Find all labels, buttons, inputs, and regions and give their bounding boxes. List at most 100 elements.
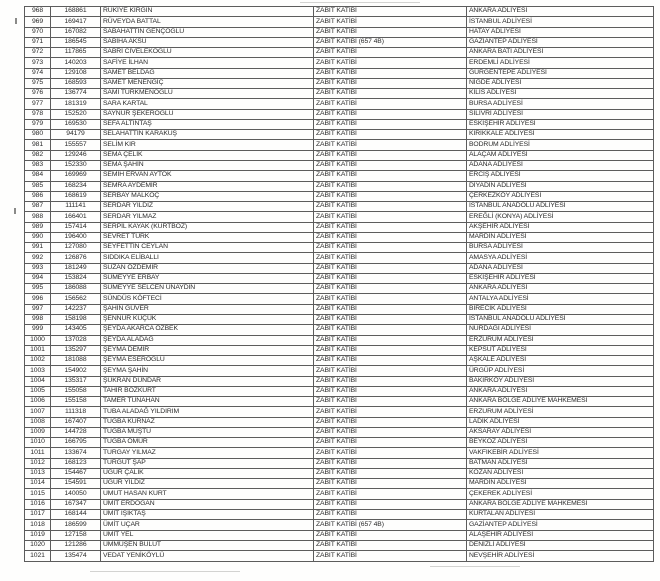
cell-row-number: 990 bbox=[24, 231, 51, 244]
cell-courthouse: ALAŞEHİR ADLİYESİ bbox=[466, 529, 654, 541]
cell-row-number: 998 bbox=[24, 313, 51, 326]
cell-registry-no: 196400 bbox=[50, 231, 101, 244]
cell-row-number: 977 bbox=[24, 98, 51, 110]
table-row: 1015 140050 UMUT HASAN KURT ZABIT KATİBİ… bbox=[24, 488, 654, 500]
cell-person-name: ÜMİT UÇAR bbox=[100, 519, 314, 531]
cell-registry-no: 186599 bbox=[50, 519, 101, 531]
cell-row-number: 991 bbox=[24, 242, 51, 254]
cell-job-title: ZABIT KATİBİ bbox=[313, 529, 467, 541]
cell-row-number: 987 bbox=[24, 201, 51, 213]
cell-row-number: 999 bbox=[24, 324, 51, 336]
cell-registry-no: 169969 bbox=[50, 170, 101, 182]
cell-person-name: SAMİ TÜRKMENOĞLU bbox=[100, 88, 314, 100]
cell-registry-no: 186545 bbox=[50, 36, 101, 49]
cell-job-title: ZABIT KATİBİ (657 4B) bbox=[313, 519, 467, 531]
cell-job-title: ZABIT KATİBİ bbox=[313, 26, 467, 38]
cell-row-number: 1002 bbox=[24, 355, 51, 367]
cell-courthouse: AKSARAY ADLİYESİ bbox=[466, 426, 654, 439]
cell-person-name: SEFA ALTINTAŞ bbox=[100, 118, 314, 131]
table-row: 1001 135297 ŞEYMA DEMİR ZABIT KATİBİ KEP… bbox=[24, 344, 654, 357]
cell-courthouse: ERZURUM ADLİYESİ bbox=[466, 334, 654, 346]
table-row: 1020 121286 ÜMMÜŞEN BULUT ZABIT KATİBİ D… bbox=[24, 539, 654, 552]
cell-person-name: SEMRA AYDEMİR bbox=[100, 180, 314, 192]
table-row: 977 181319 SARA KARTAL ZABIT KATİBİ BURS… bbox=[24, 98, 654, 110]
cell-courthouse: HATAY ADLİYESİ bbox=[466, 26, 654, 38]
cell-row-number: 970 bbox=[24, 26, 51, 38]
cell-registry-no: 129108 bbox=[50, 67, 101, 79]
cell-person-name: SABAHATTİN GENÇOĞLU bbox=[100, 26, 314, 38]
table-row: 1003 154902 ŞEYMA ŞAHİN ZABIT KATİBİ ÜRG… bbox=[24, 365, 654, 377]
cell-registry-no: 94179 bbox=[50, 129, 101, 141]
table-row: 980 94179 SELAHATTİN KARAKUŞ ZABIT KATİB… bbox=[24, 129, 654, 141]
cell-registry-no: 155557 bbox=[50, 139, 101, 151]
cell-row-number: 994 bbox=[24, 272, 51, 285]
table-row: 1018 186599 ÜMİT UÇAR ZABIT KATİBİ (657 … bbox=[24, 519, 654, 531]
cell-courthouse: LADİK ADLİYESİ bbox=[466, 416, 654, 428]
cell-person-name: ŞENNUR KÜÇÜK bbox=[100, 313, 314, 326]
cell-job-title: ZABIT KATİBİ bbox=[313, 252, 467, 264]
cell-person-name: SAMET BELDAĞ bbox=[100, 67, 314, 79]
cell-row-number: 988 bbox=[24, 211, 51, 223]
cell-job-title: ZABIT KATİBİ bbox=[313, 550, 467, 562]
cell-person-name: SERPİL KAYAK (KURTBOZ) bbox=[100, 221, 314, 233]
cell-person-name: VEDAT YENİKÖYLÜ bbox=[100, 550, 314, 562]
cell-job-title: ZABIT KATİBİ bbox=[313, 98, 467, 110]
cell-row-number: 1009 bbox=[24, 426, 51, 439]
cell-courthouse: ANKARA ADLİYESİ bbox=[466, 385, 654, 398]
cell-registry-no: 135474 bbox=[50, 550, 101, 562]
cell-job-title: ZABIT KATİBİ bbox=[313, 355, 467, 367]
cell-job-title: ZABIT KATİBİ bbox=[313, 498, 467, 511]
cell-job-title: ZABIT KATİBİ bbox=[313, 139, 467, 151]
table-row: 992 126876 SIDDIKA ELİBALLI ZABIT KATİBİ… bbox=[24, 252, 654, 264]
cell-courthouse: AKŞEHİR ADLİYESİ bbox=[466, 221, 654, 233]
cell-person-name: SERDAR YILDIZ bbox=[100, 201, 314, 213]
cell-registry-no: 181088 bbox=[50, 355, 101, 367]
table-row: 985 168234 SEMRA AYDEMİR ZABIT KATİBİ Dİ… bbox=[24, 180, 654, 192]
table-row: 1007 111318 TUBA ALADAĞ YILDIRIM ZABIT K… bbox=[24, 406, 654, 418]
cell-person-name: SAFİYE İLHAN bbox=[100, 57, 314, 69]
cell-person-name: TAHİR BOZKURT bbox=[100, 385, 314, 398]
cell-courthouse: AŞKALE ADLİYESİ bbox=[466, 355, 654, 367]
cell-registry-no: 111141 bbox=[50, 201, 101, 213]
cell-registry-no: 156562 bbox=[50, 293, 101, 305]
cell-registry-no: 167347 bbox=[50, 498, 101, 511]
cell-courthouse: ERCİŞ ADLİYESİ bbox=[466, 170, 654, 182]
cell-row-number: 1011 bbox=[24, 447, 51, 459]
cell-registry-no: 167082 bbox=[50, 26, 101, 38]
table-row: 999 143405 ŞEYDA AKARCA ÖZBEK ZABIT KATİ… bbox=[24, 324, 654, 336]
cell-person-name: ŞEYDA ALADAĞ bbox=[100, 334, 314, 346]
cell-registry-no: 166795 bbox=[50, 437, 101, 449]
cell-registry-no: 153824 bbox=[50, 272, 101, 285]
cell-job-title: ZABIT KATİBİ bbox=[313, 293, 467, 305]
cell-courthouse: ÇERKEZKÖY ADLİYESİ bbox=[466, 190, 654, 203]
cell-registry-no: 127158 bbox=[50, 529, 101, 541]
cell-person-name: TUĞBA MUŞTU bbox=[100, 426, 314, 439]
cell-row-number: 980 bbox=[24, 129, 51, 141]
cell-courthouse: VAKFIKEBİR ADLİYESİ bbox=[466, 447, 654, 459]
cell-person-name: SERDAR YILMAZ bbox=[100, 211, 314, 223]
scan-artifact bbox=[430, 566, 520, 567]
cell-registry-no: 144728 bbox=[50, 426, 101, 439]
cell-row-number: 1003 bbox=[24, 365, 51, 377]
cell-job-title: ZABIT KATİBİ bbox=[313, 190, 467, 203]
cell-courthouse: EREĞLİ (KONYA) ADLİYESİ bbox=[466, 211, 654, 223]
cell-job-title: ZABIT KATİBİ bbox=[313, 201, 467, 213]
cell-row-number: 1014 bbox=[24, 478, 51, 490]
personnel-table: 968 168861 RUKİYE KIRGIN ZABIT KATİBİ AN… bbox=[24, 5, 654, 562]
cell-job-title: ZABIT KATİBİ bbox=[313, 303, 467, 315]
cell-courthouse: ÇEKEREK ADLİYESİ bbox=[466, 488, 654, 500]
cell-registry-no: 137028 bbox=[50, 334, 101, 346]
cell-job-title: ZABIT KATİBİ bbox=[313, 211, 467, 223]
table-row: 986 168619 SERBAY MALKOÇ ZABIT KATİBİ ÇE… bbox=[24, 190, 654, 203]
cell-job-title: ZABIT KATİBİ bbox=[313, 262, 467, 274]
cell-courthouse: SİLİVRİ ADLİYESİ bbox=[466, 108, 654, 120]
cell-job-title: ZABIT KATİBİ bbox=[313, 180, 467, 192]
cell-person-name: SEMA ŞAHİN bbox=[100, 159, 314, 172]
cell-person-name: ÜMİT ERDOĞAN bbox=[100, 498, 314, 511]
cell-registry-no: 181319 bbox=[50, 98, 101, 110]
cell-row-number: 984 bbox=[24, 170, 51, 182]
cell-courthouse: ANKARA BÖLGE ADLİYE MAHKEMESİ bbox=[466, 396, 654, 408]
cell-courthouse: NURDAĞI ADLİYESİ bbox=[466, 324, 654, 336]
cell-registry-no: 166401 bbox=[50, 211, 101, 223]
cell-registry-no: 135317 bbox=[50, 375, 101, 387]
